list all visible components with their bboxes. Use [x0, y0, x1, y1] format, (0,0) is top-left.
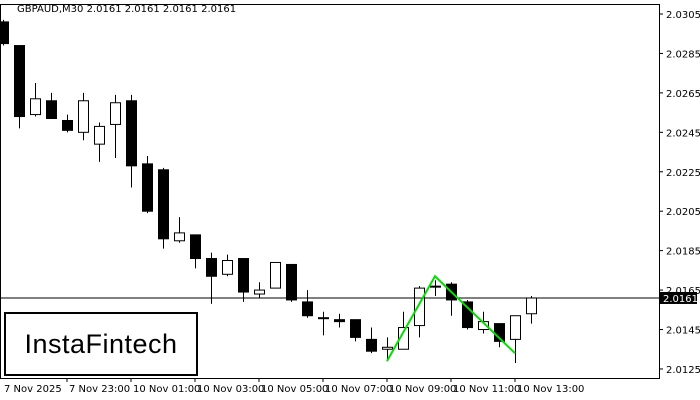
- candle-bear: [462, 301, 473, 329]
- candle-bear: [190, 234, 201, 260]
- x-tick-label: 10 Nov 05:00: [261, 384, 328, 395]
- candle-bear: [142, 163, 153, 212]
- candle-bull: [270, 261, 281, 289]
- candle-bull: [78, 100, 89, 133]
- candle-bull: [430, 285, 441, 288]
- candle-bull: [526, 297, 537, 315]
- candle-bull: [94, 125, 105, 145]
- x-tick-label: 7 Nov 2025: [4, 384, 62, 395]
- x-tick-label: 10 Nov 01:00: [133, 384, 200, 395]
- candle-bull: [510, 315, 521, 340]
- candle-bear: [238, 258, 249, 293]
- y-tick-label: 2.0205: [666, 207, 700, 218]
- x-tick-label: 7 Nov 23:00: [69, 384, 130, 395]
- x-tick-label: 10 Nov 09:00: [389, 384, 456, 395]
- candle-bear: [126, 100, 137, 167]
- plot-frame: [0, 4, 660, 379]
- y-tick-label: 2.0265: [666, 89, 700, 100]
- candle-bull: [414, 287, 425, 327]
- double-top-pattern-line: [386, 274, 516, 362]
- y-tick-label: 2.0145: [666, 326, 700, 337]
- candle-bull: [30, 98, 41, 116]
- candle-bear: [14, 45, 25, 118]
- x-tick-label: 10 Nov 11:00: [453, 384, 520, 395]
- x-tick-label: 10 Nov 13:00: [517, 384, 584, 395]
- candle-bull: [174, 232, 185, 242]
- candle-bear: [46, 100, 57, 120]
- instafintech-logo: InstaFintech: [4, 312, 198, 376]
- current-price-label: 2.0161: [663, 294, 698, 305]
- y-tick-label: 2.0165: [666, 286, 700, 297]
- y-tick-label: 2.0245: [666, 128, 700, 139]
- candle-bull: [398, 327, 409, 350]
- x-tick-label: 10 Nov 03:00: [197, 384, 264, 395]
- candle-bear: [366, 338, 377, 352]
- y-tick-label: 2.0185: [666, 247, 700, 258]
- y-tick-label: 2.0225: [666, 168, 700, 179]
- candle-bear: [158, 169, 169, 240]
- candle-bear: [206, 258, 217, 277]
- candle-bear: [334, 319, 345, 323]
- candle-bear: [350, 319, 361, 338]
- y-tick-label: 2.0125: [666, 365, 700, 376]
- current-price-badge: [660, 291, 697, 304]
- x-tick-label: 10 Nov 07:00: [325, 384, 392, 395]
- y-tick-label: 2.0285: [666, 49, 700, 60]
- chart-title: GBPAUD,M30 2.0161 2.0161 2.0161 2.0161: [17, 4, 237, 15]
- candle-bull: [222, 260, 233, 275]
- candle-bull: [254, 289, 265, 295]
- candle-bull: [382, 346, 393, 350]
- candle-bull: [110, 102, 121, 125]
- candle-bear: [286, 263, 297, 301]
- candle-bull: [318, 317, 329, 320]
- candle-bear: [62, 119, 73, 131]
- y-tick-label: 2.0305: [666, 10, 700, 21]
- candle-bear: [0, 21, 9, 45]
- candle-bear: [302, 301, 313, 317]
